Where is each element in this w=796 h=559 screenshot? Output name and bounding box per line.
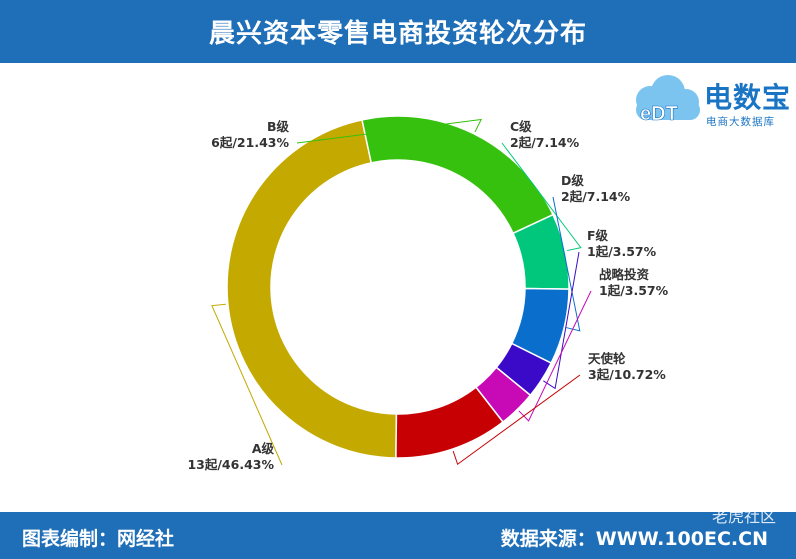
footer-bar: 图表编制：网经社 数据来源：WWW.100EC.CN [0, 512, 796, 559]
slice-category-label-5: 战略投资 [599, 267, 650, 282]
leader-line-1 [296, 118, 483, 144]
slice-value-label-6: 3起/10.72% [588, 367, 666, 382]
footer-source: 数据来源：WWW.100EC.CN [500, 528, 768, 550]
slice-category-label-2: C级 [510, 119, 532, 134]
leader-line-5 [518, 290, 592, 422]
donut-slice-6 [395, 386, 505, 459]
leader-line-4 [543, 251, 580, 390]
slice-category-label-3: D级 [561, 173, 584, 188]
leader-line-0 [211, 303, 283, 466]
slice-category-label-1: B级 [267, 119, 290, 134]
donut-slice-0 [226, 118, 398, 459]
slice-value-label-2: 2起/7.14% [510, 135, 580, 150]
slice-category-label-4: F级 [587, 228, 609, 243]
slice-value-label-4: 1起/3.57% [587, 244, 657, 259]
slice-value-label-0: 13起/46.43% [187, 457, 274, 472]
title-bar: 晨兴资本零售电商投资轮次分布 [0, 0, 796, 63]
slice-category-label-0: A级 [252, 441, 275, 456]
slice-value-label-3: 2起/7.14% [561, 189, 631, 204]
donut-chart: A级13起/46.43%B级6起/21.43%C级2起/7.14%D级2起/7.… [187, 115, 669, 472]
cloud-logo-icon: eDT [636, 75, 700, 125]
logo: eDT 电数宝 电商大数据库 [626, 72, 791, 132]
logo-brand: 电数宝 [704, 81, 792, 114]
logo-badge: eDT [640, 103, 678, 125]
logo-tagline: 电商大数据库 [706, 116, 775, 128]
footer-credit: 图表编制：网经社 [22, 528, 175, 550]
slice-value-label-5: 1起/3.57% [599, 283, 669, 298]
watermark: 老虎社区 [711, 507, 776, 526]
leader-line-6 [452, 374, 581, 466]
slice-category-label-6: 天使轮 [588, 351, 626, 366]
chart-title: 晨兴资本零售电商投资轮次分布 [208, 19, 587, 49]
leader-line-2 [501, 142, 582, 252]
leader-line-3 [552, 196, 581, 332]
slice-value-label-1: 6起/21.43% [211, 135, 289, 150]
